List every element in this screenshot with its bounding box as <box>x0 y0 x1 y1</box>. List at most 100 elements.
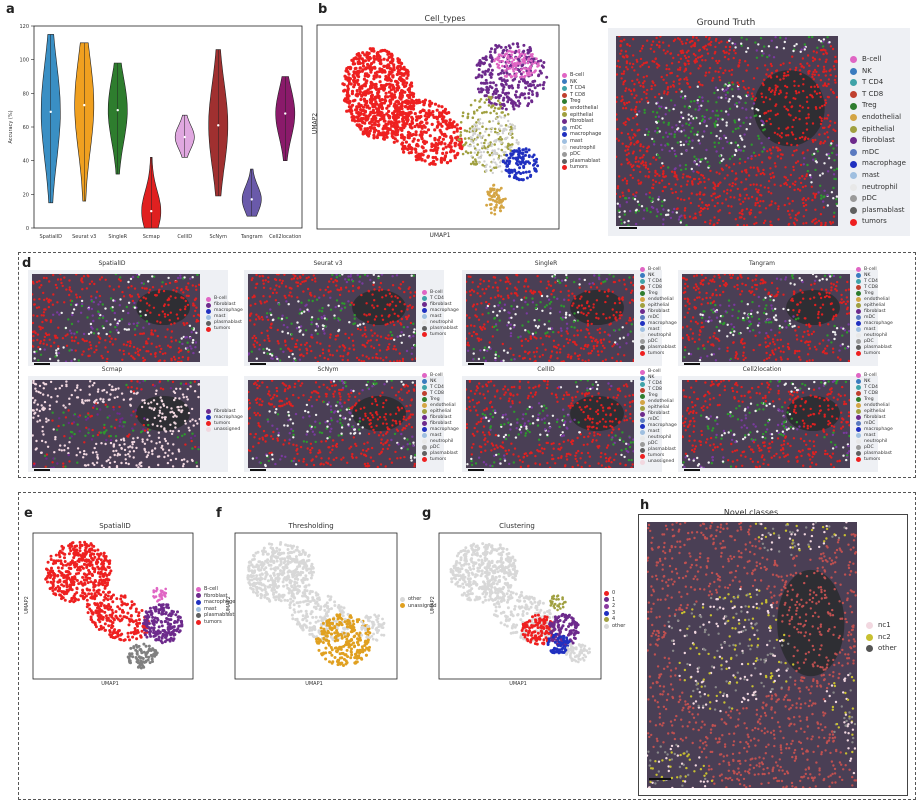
tissue-cell <box>832 173 836 176</box>
tissue-cell <box>652 206 655 210</box>
umap-point <box>493 50 497 54</box>
tissue-cell <box>634 105 638 109</box>
tissue-cell <box>620 49 623 52</box>
tissue-cell <box>635 94 638 97</box>
tissue-cell <box>782 74 786 77</box>
tissue-cell <box>683 70 686 73</box>
tissue-cell <box>649 210 652 214</box>
tissue-cell <box>79 311 83 314</box>
tissue-cell <box>798 118 801 121</box>
tissue-cell <box>810 85 813 89</box>
legend-item: T CD8 <box>850 89 906 101</box>
tissue-cell <box>254 286 257 289</box>
umap-point <box>428 111 433 115</box>
umap-point <box>382 101 386 105</box>
tissue-cell <box>180 296 183 299</box>
tissue-cell <box>328 344 331 348</box>
umap-point <box>391 57 395 62</box>
umap-point <box>499 53 502 57</box>
tissue-cell <box>278 303 281 306</box>
tissue-cell <box>314 356 317 359</box>
tissue-cell <box>285 316 288 320</box>
tissue-cell <box>800 65 804 68</box>
tissue-cell <box>586 324 590 327</box>
tissue-cell <box>798 189 802 192</box>
umap-point <box>484 58 488 62</box>
tissue-cell <box>835 198 838 201</box>
umap-point <box>521 58 524 61</box>
umap-point <box>499 71 503 75</box>
umap-point <box>352 80 356 84</box>
umap-point <box>530 100 534 104</box>
tissue-cell <box>760 161 764 164</box>
tissue-cell <box>573 312 576 315</box>
tissue-cell <box>104 307 107 310</box>
umap-point <box>503 92 507 96</box>
tissue-cell <box>494 323 498 326</box>
tissue-cell <box>642 85 645 88</box>
tissue-cell <box>626 132 630 136</box>
tissue-cell <box>608 316 611 319</box>
umap-point <box>515 138 518 142</box>
tissue-cell <box>409 336 412 339</box>
tissue-cell <box>161 281 164 284</box>
tissue-cell <box>82 275 86 278</box>
umap-point <box>516 85 520 89</box>
tissue-cell <box>296 321 299 324</box>
tissue-cell <box>728 183 731 186</box>
tissue-cell <box>335 349 339 352</box>
tissue-cell <box>38 279 41 283</box>
umap-point <box>385 66 389 70</box>
legend-swatch <box>850 67 857 75</box>
tissue-cell <box>109 330 112 334</box>
tissue-cell <box>761 171 764 175</box>
umap-point <box>378 80 382 84</box>
tissue-cell <box>333 317 336 320</box>
umap-point <box>494 92 498 95</box>
tissue-cell <box>319 342 322 345</box>
legend-swatch <box>422 308 427 314</box>
tissue-cell <box>600 282 603 285</box>
umap-point <box>492 109 496 113</box>
umap-point <box>386 95 390 99</box>
tissue-cell <box>68 329 72 332</box>
umap-point <box>514 103 518 107</box>
tissue-cell <box>387 334 390 337</box>
umap-point <box>361 64 366 68</box>
tissue-cell <box>588 290 591 294</box>
umap-point <box>481 145 484 148</box>
umap-point <box>371 108 375 112</box>
tissue-cell <box>362 322 365 325</box>
tissue-cell <box>361 282 364 285</box>
tissue-cell <box>274 299 278 302</box>
umap-point <box>509 146 512 149</box>
umap-point <box>507 44 511 48</box>
tissue-cell <box>402 333 405 337</box>
legend-label: macrophage <box>862 159 906 168</box>
tissue-cell <box>655 111 659 114</box>
umap-point <box>521 148 525 152</box>
tissue-cell <box>634 134 637 137</box>
tissue-cell <box>342 355 345 358</box>
tissue-cell <box>632 299 634 302</box>
umap-point <box>363 53 367 57</box>
tissue-cell <box>631 66 634 69</box>
umap-point <box>488 153 492 157</box>
umap-point <box>346 78 350 82</box>
tissue-cell <box>733 119 736 122</box>
tissue-cell <box>638 203 641 206</box>
tissue-cell <box>97 335 100 338</box>
tissue-cell <box>166 313 170 317</box>
tissue-cell <box>70 332 73 335</box>
tissue-cell <box>655 208 659 211</box>
legend-swatch <box>562 105 567 111</box>
tissue-cell <box>678 130 681 133</box>
tissue-cell <box>731 169 734 173</box>
umap-point <box>443 107 448 111</box>
umap-point <box>459 134 462 138</box>
tissue-cell <box>758 204 761 208</box>
tissue-cell <box>90 331 93 334</box>
tissue-cell <box>724 69 727 72</box>
tissue-cell <box>701 158 704 161</box>
umap-point <box>493 206 497 209</box>
